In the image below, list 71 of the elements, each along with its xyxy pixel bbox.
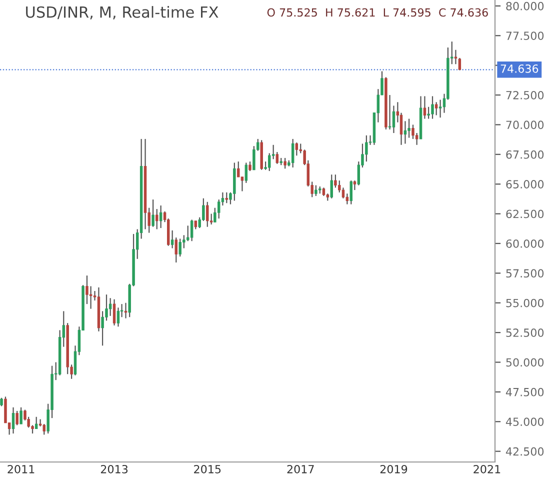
x-tick-label: 2013 xyxy=(100,464,128,474)
candlestick xyxy=(330,174,333,199)
candlestick xyxy=(156,208,158,230)
candlestick xyxy=(434,102,438,116)
ref-line-label: 74.636 xyxy=(500,64,538,73)
y-tick-label: 45.000 xyxy=(506,418,544,426)
candlestick xyxy=(108,298,112,316)
y-tick-label: 77.500 xyxy=(506,32,544,40)
x-tick-label: 2011 xyxy=(8,464,34,474)
x-tick-label: 2015 xyxy=(194,464,221,474)
candlestick xyxy=(170,230,174,249)
candlestick xyxy=(438,99,442,118)
candlestick xyxy=(116,307,120,328)
candlestick xyxy=(16,410,18,426)
candlestick xyxy=(334,174,337,188)
candlestick xyxy=(42,423,46,436)
y-tick-label: 70.000 xyxy=(506,120,544,130)
candlestick xyxy=(404,120,407,144)
candlestick xyxy=(346,193,349,205)
candlestick xyxy=(295,142,298,156)
candlestick xyxy=(423,96,426,120)
candlestick xyxy=(248,160,252,172)
candlestick xyxy=(20,406,22,425)
candlestick xyxy=(291,138,294,168)
candlestick xyxy=(400,112,403,146)
candlestick xyxy=(454,49,458,65)
x-tick-label: 2019 xyxy=(380,464,408,474)
candlestick xyxy=(353,180,356,191)
y-tick-label: 60.000 xyxy=(506,239,544,248)
candlestick xyxy=(101,310,104,346)
y-tick-label: 50.000 xyxy=(506,358,544,367)
candlestick xyxy=(244,162,248,184)
candlestick xyxy=(86,274,88,305)
candlestick xyxy=(458,57,462,71)
candlestick xyxy=(112,298,116,326)
candlestick xyxy=(412,124,414,140)
y-tick-label: 65.000 xyxy=(506,180,544,188)
candlestick xyxy=(190,219,194,242)
candlestick xyxy=(392,105,396,134)
candlestick xyxy=(314,184,318,197)
y-tick-label: 72.500 xyxy=(506,90,544,100)
candlestick xyxy=(225,192,228,204)
y-tick-label: 67.500 xyxy=(506,150,544,159)
candlestick xyxy=(431,96,434,120)
candlestick xyxy=(284,157,286,170)
candlestick xyxy=(237,160,240,178)
candlestick xyxy=(12,406,15,434)
x-tick-label: 2017 xyxy=(287,464,314,474)
candlestick xyxy=(152,198,154,228)
y-tick-label: 62.500 xyxy=(506,210,544,218)
y-tick-label: 42.500 xyxy=(506,447,544,456)
y-tick-label: 47.500 xyxy=(506,388,544,396)
candlestick xyxy=(89,286,92,310)
chart-title: USD/INR, M, Real-time FX xyxy=(26,6,218,20)
x-tick-label: 2021 xyxy=(474,464,500,474)
y-tick-label: 57.500 xyxy=(506,269,544,278)
candlestick xyxy=(178,238,182,258)
candlestick xyxy=(252,146,256,170)
y-tick-label: 52.500 xyxy=(506,328,544,337)
candlestick xyxy=(415,132,418,146)
y-tick-label: 55.000 xyxy=(506,298,544,308)
candlestick xyxy=(34,416,38,430)
candlestick xyxy=(388,94,392,130)
annotation: O 75.525 H 75.621 L 74.595 C 74.636 xyxy=(267,8,488,17)
candlestick xyxy=(365,134,368,162)
candlestick xyxy=(206,201,209,228)
candlestick xyxy=(268,152,271,172)
candlestick xyxy=(427,106,430,120)
candlestick xyxy=(342,187,345,199)
candlestick xyxy=(350,180,352,205)
y-tick-label: 80.000 xyxy=(506,2,544,10)
